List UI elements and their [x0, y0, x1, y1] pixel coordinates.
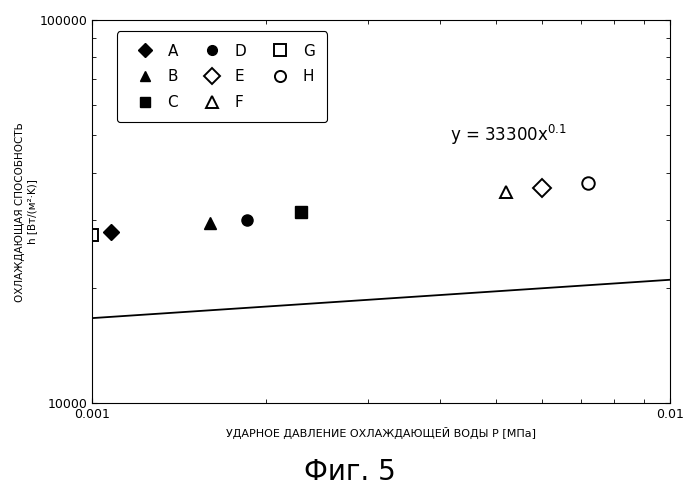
Text: Фиг. 5: Фиг. 5: [303, 458, 396, 486]
Y-axis label: ОХЛАЖДАЮЩАЯ СПОСОБНОСТЬ
h [Вт/(м²·K)]: ОХЛАЖДАЮЩАЯ СПОСОБНОСТЬ h [Вт/(м²·K)]: [15, 122, 36, 302]
Text: y = 33300x$^{0.1}$: y = 33300x$^{0.1}$: [450, 123, 567, 147]
X-axis label: УДАРНОЕ ДАВЛЕНИЕ ОХЛАЖДАЮЩЕЙ ВОДЫ P [МПа]: УДАРНОЕ ДАВЛЕНИЕ ОХЛАЖДАЮЩЕЙ ВОДЫ P [МПа…: [226, 427, 536, 439]
Legend: A, B, C, D, E, F, G, H: A, B, C, D, E, F, G, H: [117, 31, 327, 122]
